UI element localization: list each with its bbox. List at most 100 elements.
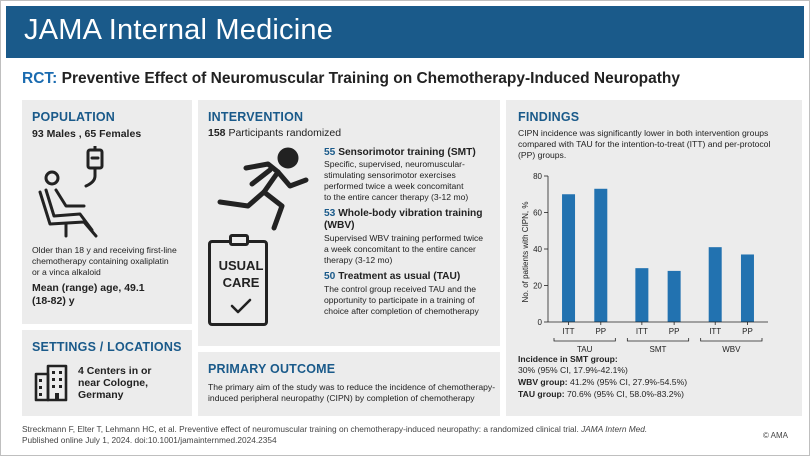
smt-desc-3: performed twice a week concomitant bbox=[324, 181, 464, 191]
y-axis: 0 20 40 60 80 bbox=[533, 172, 549, 327]
primary-heading: PRIMARY OUTCOME bbox=[208, 362, 336, 376]
findings-desc-3: (PP) groups. bbox=[518, 150, 567, 160]
journal-header: JAMA Internal Medicine bbox=[6, 6, 804, 58]
tau-desc-1: The control group received TAU and the bbox=[324, 284, 477, 294]
smt-title-line: 55 Sensorimotor training (SMT) bbox=[324, 147, 476, 159]
tau-desc-2: opportunity to participate in a training… bbox=[324, 295, 475, 305]
primary-desc-2: induced peripheral neuropathy (CIPN) by … bbox=[208, 393, 475, 403]
smt-desc-1: Specific, supervised, neuromuscular- bbox=[324, 159, 465, 169]
wbv-title-line: 53 Whole-body vibration training bbox=[324, 208, 483, 220]
chemotherapy-chair-icon bbox=[38, 146, 104, 238]
copyright: © AMA bbox=[762, 431, 788, 440]
title-text: Preventive Effect of Neuromuscular Train… bbox=[61, 70, 681, 87]
population-desc-3: or a vinca alkaloid bbox=[32, 267, 101, 277]
wbv-title-1: Whole-body vibration training bbox=[338, 208, 483, 219]
usual-care-label-2: CARE bbox=[222, 275, 260, 290]
y-tick-label: 40 bbox=[533, 245, 542, 254]
building-icon bbox=[34, 364, 68, 402]
wbv-desc-2: a week concomitant to the entire cancer bbox=[324, 244, 476, 254]
settings-panel: SETTINGS / LOCATIONS 4 Centers in or nea… bbox=[22, 330, 192, 416]
bar-wbv-pp bbox=[740, 254, 754, 322]
population-desc-2: chemotherapy containing oxaliplatin bbox=[32, 256, 169, 266]
settings-line-2: near Cologne, bbox=[78, 377, 149, 389]
bars-group bbox=[562, 188, 754, 322]
smt-title: Sensorimotor training (SMT) bbox=[338, 147, 476, 158]
tau-incidence-label: TAU group: bbox=[518, 389, 565, 399]
intervention-heading: INTERVENTION bbox=[208, 110, 304, 124]
page-title: RCT: Preventive Effect of Neuromuscular … bbox=[22, 70, 802, 88]
x-axis: ITT PP TAU ITT PP SMT ITT PP WBV bbox=[548, 321, 768, 352]
primary-desc-1: The primary aim of the study was to redu… bbox=[208, 382, 496, 392]
citation: Streckmann F, Elter T, Lehmann HC, et al… bbox=[22, 424, 742, 446]
population-desc-1: Older than 18 y and receiving first-line bbox=[32, 245, 177, 255]
tau-incidence-line: TAU group: 70.6% (95% CI, 58.0%-83.2%) bbox=[518, 389, 684, 401]
cipn-bar-chart: No. of patients with CIPN, % 0 20 40 60 80 I… bbox=[521, 172, 768, 352]
smt-incidence-label: Incidence in SMT group: bbox=[518, 354, 618, 364]
wbv-title-2: (WBV) bbox=[324, 220, 355, 231]
population-age-2: (18-82) y bbox=[32, 295, 75, 307]
title-prefix: RCT: bbox=[22, 70, 58, 87]
smt-desc-2: stimulating sensorimotor exercises bbox=[324, 170, 456, 180]
randomized-line: 158 Participants randomized bbox=[208, 127, 342, 140]
checkmark-icon bbox=[230, 298, 252, 314]
smt-count: 55 bbox=[324, 147, 336, 158]
runner-icon bbox=[217, 147, 309, 231]
randomized-label: Participants randomized bbox=[228, 127, 342, 139]
citation-line-2: Published online July 1, 2024. doi:10.10… bbox=[22, 435, 277, 445]
x-tick-label: PP bbox=[669, 327, 680, 336]
clipboard-clip bbox=[229, 234, 249, 246]
group-bracket bbox=[626, 338, 690, 342]
group-label: TAU bbox=[577, 345, 593, 352]
intervention-panel: INTERVENTION 158 Participants randomized… bbox=[198, 100, 500, 346]
bar-wbv-itt bbox=[708, 247, 722, 322]
tau-title: Treatment as usual (TAU) bbox=[338, 271, 461, 282]
citation-line-1: Streckmann F, Elter T, Lehmann HC, et al… bbox=[22, 424, 579, 434]
primary-outcome-panel: PRIMARY OUTCOME The primary aim of the s… bbox=[198, 352, 500, 416]
bar-smt-itt bbox=[635, 268, 649, 322]
findings-heading: FINDINGS bbox=[518, 110, 580, 124]
population-panel: POPULATION 93 Males , 65 Females Older t… bbox=[22, 100, 192, 324]
x-tick-label: ITT bbox=[636, 327, 648, 336]
settings-line-3: Germany bbox=[78, 389, 124, 401]
tau-incidence-value: 70.6% (95% CI, 58.0%-83.2%) bbox=[567, 389, 685, 399]
wbv-desc-3: therapy (3-12 mo) bbox=[324, 255, 393, 265]
findings-panel: FINDINGS CIPN incidence was significantl… bbox=[506, 100, 802, 416]
randomized-count: 158 bbox=[208, 127, 226, 139]
wbv-desc-1: Supervised WBV training performed twice bbox=[324, 233, 484, 243]
x-tick-label: PP bbox=[742, 327, 753, 336]
y-tick-label: 60 bbox=[533, 209, 542, 218]
settings-heading: SETTINGS / LOCATIONS bbox=[32, 340, 182, 354]
population-counts: 93 Males , 65 Females bbox=[32, 128, 142, 140]
tau-title-line: 50 Treatment as usual (TAU) bbox=[324, 271, 460, 283]
wbv-count: 53 bbox=[324, 208, 336, 219]
findings-desc-1: CIPN incidence was significantly lower i… bbox=[518, 128, 769, 138]
population-age-1: Mean (range) age, 49.1 bbox=[32, 282, 145, 294]
group-bracket bbox=[553, 338, 616, 342]
bar-tau-pp bbox=[594, 188, 608, 322]
wbv-incidence-line: WBV group: 41.2% (95% CI, 27.9%-54.5%) bbox=[518, 377, 687, 389]
wbv-incidence-value: 41.2% (95% CI, 27.9%-54.5%) bbox=[570, 377, 688, 387]
group-label: SMT bbox=[650, 345, 667, 352]
y-tick-label: 20 bbox=[533, 282, 542, 291]
bar-smt-pp bbox=[667, 270, 681, 322]
journal-name: JAMA Internal Medicine bbox=[24, 14, 334, 46]
y-tick-label: 80 bbox=[533, 172, 542, 181]
group-label: WBV bbox=[722, 345, 741, 352]
tau-count: 50 bbox=[324, 271, 336, 282]
bar-tau-itt bbox=[562, 194, 576, 322]
group-bracket bbox=[700, 338, 763, 342]
citation-journal: JAMA Intern Med. bbox=[581, 424, 648, 434]
x-tick-label: ITT bbox=[709, 327, 721, 336]
wbv-incidence-label: WBV group: bbox=[518, 377, 568, 387]
tau-desc-3: choice after completion of chemotherapy bbox=[324, 306, 479, 316]
population-heading: POPULATION bbox=[32, 110, 116, 124]
usual-care-clipboard-icon: USUAL CARE bbox=[208, 234, 268, 326]
settings-line-1: 4 Centers in or bbox=[78, 365, 152, 377]
y-axis-label: No. of patients with CIPN, % bbox=[521, 202, 530, 303]
x-tick-label: ITT bbox=[563, 327, 575, 336]
smt-desc-4: to the entire cancer therapy (3-12 mo) bbox=[324, 192, 469, 202]
smt-incidence-value: 30% (95% CI, 17.9%-42.1%) bbox=[518, 365, 628, 375]
y-tick-label: 0 bbox=[538, 318, 543, 327]
x-tick-label: PP bbox=[595, 327, 606, 336]
usual-care-label-1: USUAL bbox=[218, 258, 264, 273]
